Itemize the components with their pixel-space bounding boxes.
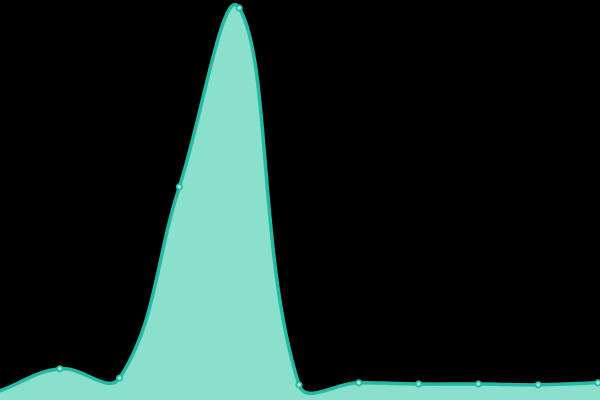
data-point-marker[interactable] bbox=[355, 379, 363, 387]
data-point-marker[interactable] bbox=[116, 374, 124, 382]
area-line bbox=[0, 3, 600, 396]
data-point-marker[interactable] bbox=[474, 380, 482, 388]
data-point-marker[interactable] bbox=[414, 380, 423, 388]
data-point-marker[interactable] bbox=[56, 365, 64, 373]
data-point-marker[interactable] bbox=[175, 183, 183, 191]
area-fill bbox=[0, 4, 600, 400]
data-point-marker[interactable] bbox=[235, 4, 243, 12]
data-point-marker[interactable] bbox=[534, 381, 542, 389]
data-point-marker[interactable] bbox=[594, 379, 600, 387]
data-point-marker[interactable] bbox=[295, 381, 303, 389]
